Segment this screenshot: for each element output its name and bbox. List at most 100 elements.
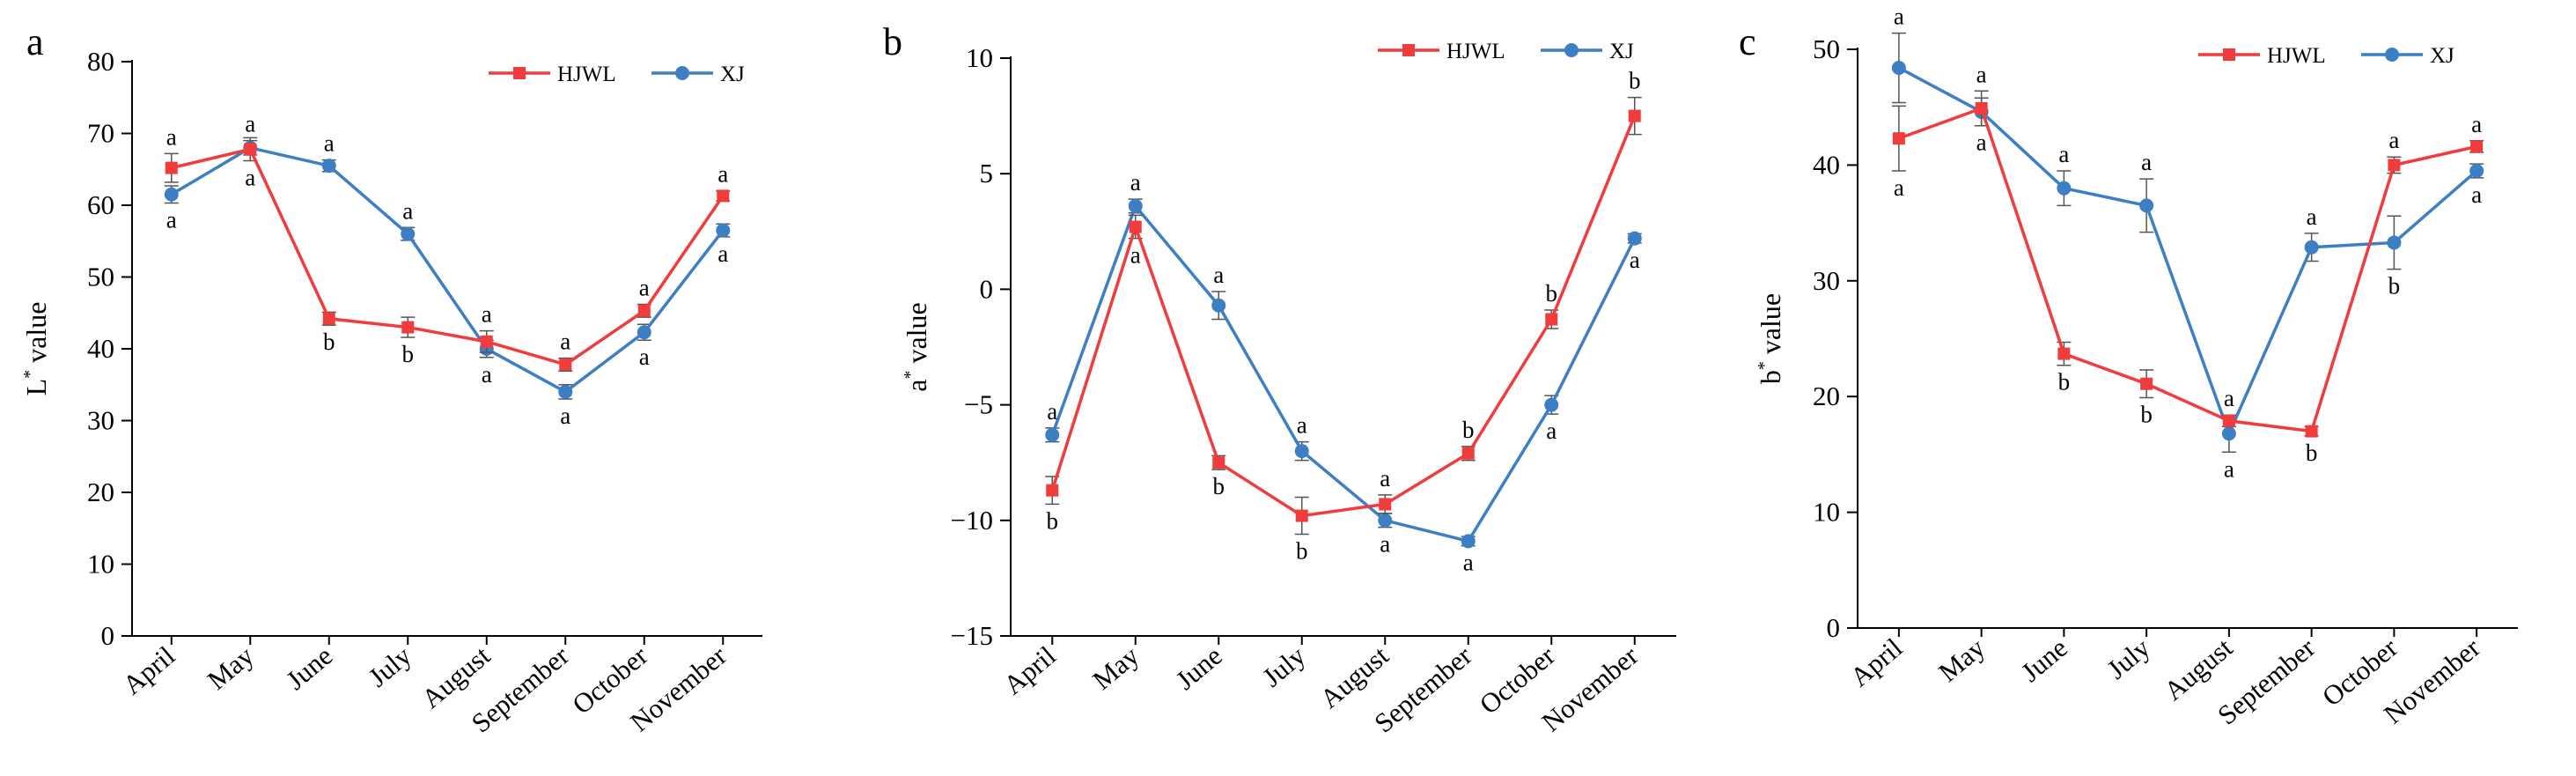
- significance-letter: a: [166, 123, 177, 150]
- data-point: [2305, 425, 2318, 438]
- data-point: [1461, 534, 1476, 549]
- data-point: [401, 226, 416, 241]
- series-hjwl: [164, 137, 731, 373]
- series-line: [1050, 115, 1637, 518]
- significance-letter: a: [1894, 174, 1904, 201]
- legend-label: XJ: [1609, 40, 1634, 63]
- legend-marker: [2385, 48, 2399, 62]
- data-point: [321, 159, 336, 174]
- significance-letter: b: [1629, 68, 1641, 94]
- data-point: [2387, 235, 2402, 250]
- y-tick-label: 30: [87, 405, 114, 436]
- y-axis-title-main: a: [901, 380, 932, 392]
- series-xj: [1045, 198, 1642, 549]
- y-axis-title: a* value: [901, 302, 932, 392]
- data-point: [401, 321, 415, 334]
- data-point: [1627, 231, 1642, 246]
- x-tick-label: June: [280, 640, 338, 696]
- significance-letter: a: [2224, 455, 2234, 482]
- x-tick-label: April: [997, 640, 1062, 701]
- significance-letter: a: [245, 111, 255, 137]
- series-hjwl: [1045, 96, 1642, 536]
- y-tick-label: 0: [980, 273, 994, 304]
- data-point: [637, 325, 651, 340]
- data-point: [717, 189, 730, 203]
- data-point: [1295, 509, 1308, 522]
- data-point: [559, 358, 572, 371]
- legend-marker: [513, 67, 526, 79]
- significance-letter: a: [560, 329, 570, 355]
- data-point: [2470, 140, 2484, 153]
- chart-panel-a: a 0 10 20 30 40 50 60 70 80 L* value April May June Ju…: [20, 20, 762, 739]
- significance-letter: a: [2141, 149, 2152, 175]
- y-axis-title-main: L: [20, 379, 52, 396]
- x-tick-label: June: [2015, 632, 2073, 688]
- data-point: [2057, 347, 2071, 360]
- significance-letter: a: [1976, 61, 1987, 87]
- y-tick-label: 10: [1813, 497, 1840, 528]
- y-axis-title-rest: value: [901, 302, 932, 370]
- legend-marker: [1402, 44, 1415, 56]
- significance-letter: a: [718, 161, 728, 188]
- data-point: [1891, 61, 1906, 76]
- data-point: [2221, 426, 2236, 441]
- panel-label: a: [26, 20, 44, 63]
- y-tick-label: 80: [87, 46, 114, 77]
- significance-letter: a: [1463, 550, 1474, 576]
- y-axis-title-sup: *: [1755, 361, 1774, 370]
- y-tick-label: 50: [1813, 33, 1840, 64]
- y-tick-label: −5: [964, 389, 993, 420]
- y-tick-label: 10: [87, 549, 114, 580]
- x-tick-label: June: [1170, 640, 1228, 696]
- legend: HJWL XJ: [489, 63, 745, 86]
- significance-letter: a: [482, 301, 492, 328]
- significance-letter: b: [1462, 417, 1475, 443]
- data-point: [1211, 298, 1226, 313]
- data-point: [1545, 313, 1558, 326]
- y-axis-title-rest: value: [20, 302, 52, 370]
- significance-letter: a: [1894, 4, 1904, 30]
- legend-label: HJWL: [557, 63, 616, 86]
- y-axis-title: b* value: [1755, 293, 1786, 384]
- significance-letter: a: [2471, 111, 2482, 137]
- data-point: [1378, 513, 1393, 528]
- legend-marker: [1564, 43, 1579, 57]
- data-point: [1046, 484, 1059, 497]
- data-point: [165, 161, 178, 174]
- significance-letter: b: [2058, 369, 2071, 395]
- data-point: [1975, 102, 1988, 115]
- data-point: [637, 304, 651, 317]
- significance-letter: b: [1047, 507, 1059, 534]
- data-point: [2222, 414, 2235, 427]
- x-tick-label: May: [1932, 632, 1991, 688]
- data-point: [1129, 220, 1142, 233]
- significance-letter: b: [402, 341, 415, 367]
- data-point: [2304, 240, 2319, 255]
- significance-letter: a: [1047, 398, 1057, 425]
- significance-letter: a: [2307, 203, 2317, 230]
- data-point: [2140, 377, 2153, 390]
- y-axis-title-sup: *: [901, 371, 920, 380]
- series-xj: [1891, 32, 2484, 454]
- y-tick-label: 50: [87, 262, 114, 292]
- data-point: [716, 223, 731, 238]
- panel-label: c: [1739, 20, 1756, 63]
- significance-letter: a: [1130, 242, 1141, 269]
- significance-letter: a: [718, 240, 728, 267]
- significance-letter: b: [2140, 402, 2153, 428]
- y-tick-label: 40: [87, 333, 114, 364]
- x-tick-label: May: [1086, 639, 1144, 696]
- significance-letter: b: [1296, 538, 1308, 565]
- y-tick-label: −15: [951, 620, 993, 651]
- series-line: [171, 147, 725, 366]
- data-point: [1128, 198, 1143, 213]
- significance-letter: a: [245, 164, 255, 190]
- significance-letter: b: [323, 329, 335, 355]
- x-tick-label: July: [2101, 632, 2156, 684]
- significance-letter: a: [1380, 531, 1390, 558]
- y-tick-label: 40: [1813, 149, 1840, 180]
- significance-letter: a: [166, 207, 177, 233]
- significance-letter: b: [2306, 440, 2318, 466]
- significance-letter: a: [1546, 418, 1557, 444]
